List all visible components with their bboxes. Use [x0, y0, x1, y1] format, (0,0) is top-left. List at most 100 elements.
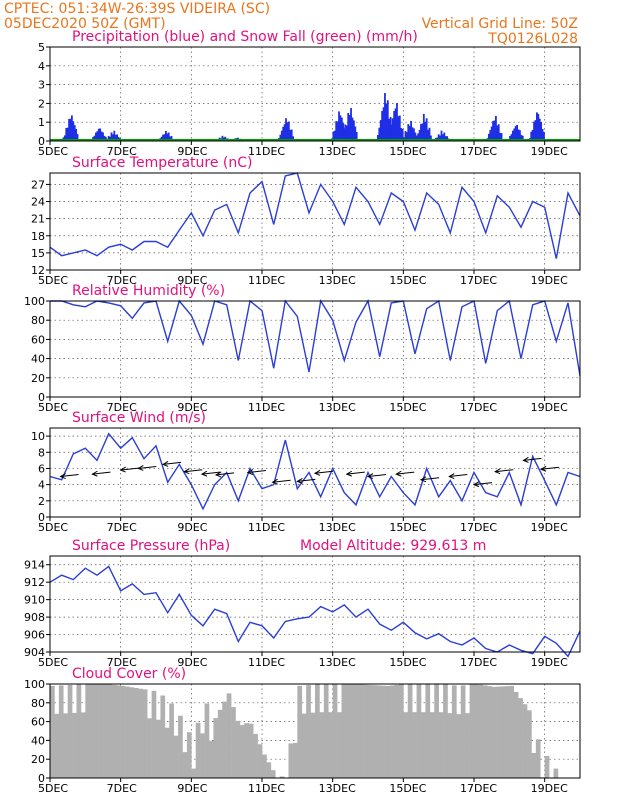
- precip-bar: [414, 132, 417, 141]
- cloud-bar: [443, 684, 448, 778]
- precip-bar: [384, 93, 386, 141]
- precip-bar: [224, 136, 227, 141]
- cloud-bar: [491, 686, 497, 778]
- y-tick-label: 80: [31, 314, 45, 327]
- cloud-bar: [465, 713, 470, 778]
- y-tick-label: 40: [31, 734, 45, 747]
- panel-5: Cloud Cover (%) 0 20 40 60 80 100 5DEC 7DEC 9DEC 1…: [24, 666, 581, 795]
- wind-arrow: [367, 474, 387, 478]
- precip-bar: [519, 130, 521, 141]
- panel-2: Relative Humidity (%) 0 20 40 60 80 100 5DEC 7DE…: [24, 283, 581, 414]
- cloud-bar: [306, 684, 311, 778]
- x-tick-label: 13DEC: [319, 656, 356, 669]
- x-tick-label: 17DEC: [460, 145, 497, 158]
- precip-bar: [96, 131, 99, 141]
- cloud-bar: [160, 695, 166, 778]
- precip-bar: [398, 115, 401, 141]
- precip-bar: [487, 133, 490, 141]
- precip-bar: [163, 134, 166, 141]
- x-tick-label: 7DEC: [107, 401, 137, 414]
- precip-bar: [427, 129, 429, 141]
- cloud-bar: [500, 686, 506, 778]
- precip-bar: [113, 130, 116, 141]
- cloud-bar: [315, 684, 320, 778]
- y-tick-label: 20: [31, 753, 45, 766]
- precip-bar: [535, 112, 538, 141]
- x-tick-label: 7DEC: [107, 656, 137, 669]
- precip-bar: [280, 130, 283, 141]
- cloud-bar: [288, 743, 294, 778]
- x-tick-label: 15DEC: [389, 656, 426, 669]
- cloud-bar: [323, 684, 329, 778]
- precip-bar: [408, 125, 411, 141]
- precip-bar: [333, 130, 336, 141]
- y-tick-label: 908: [24, 611, 45, 624]
- cloud-bar: [416, 684, 422, 778]
- panel-title: Relative Humidity (%): [72, 283, 225, 299]
- y-tick-label: 914: [24, 559, 45, 572]
- precip-bar: [381, 110, 384, 141]
- precip-bar: [425, 118, 428, 141]
- y-tick-label: 0: [38, 391, 45, 404]
- cloud-bar: [513, 691, 519, 778]
- cloud-bar: [345, 684, 351, 778]
- cloud-bar: [253, 733, 258, 778]
- precip-bar: [440, 130, 443, 141]
- wind-arrow-head: [313, 469, 321, 476]
- cloud-bar: [372, 685, 378, 778]
- panel-4: Surface Pressure (hPa) Model Altitude: 92…: [24, 538, 581, 669]
- precip-bar: [160, 136, 163, 141]
- precip-bar: [439, 135, 441, 141]
- wind-arrow: [163, 461, 182, 465]
- cloud-bar: [460, 685, 466, 778]
- cloud-bar: [257, 744, 263, 778]
- x-tick-label: 9DEC: [177, 782, 207, 795]
- model-code: TQ0126L028: [487, 31, 578, 47]
- y-tick-label: 1: [38, 116, 45, 129]
- cloud-bar: [204, 703, 210, 778]
- wind-arrow: [216, 472, 235, 476]
- cloud-bar: [509, 685, 515, 778]
- y-tick-label: 5: [38, 41, 45, 54]
- precip-bar: [342, 123, 345, 141]
- wind-arrow: [92, 471, 111, 475]
- x-tick-label: 17DEC: [460, 656, 497, 669]
- precip-bar: [530, 131, 533, 141]
- precip-bar: [396, 103, 398, 141]
- x-tick-label: 13DEC: [319, 274, 356, 287]
- cloud-bar: [354, 684, 360, 778]
- cloud-bar: [438, 712, 444, 778]
- cloud-bar: [231, 707, 236, 778]
- precip-bar: [344, 124, 347, 141]
- x-tick-label: 19DEC: [531, 274, 568, 287]
- panel-title: Surface Pressure (hPa): [72, 538, 230, 554]
- precip-bar: [100, 131, 103, 141]
- precip-bar: [103, 135, 106, 141]
- x-tick-label: 17DEC: [460, 521, 497, 534]
- cloud-bar: [186, 732, 192, 778]
- x-tick-label: 13DEC: [319, 782, 356, 795]
- precip-bar: [437, 134, 440, 141]
- grid-note: Vertical Grid Line: 50Z: [422, 16, 578, 32]
- cloud-bar: [182, 752, 188, 778]
- precip-bar: [167, 132, 170, 141]
- cloud-bar: [151, 690, 157, 778]
- cloud-bar: [178, 715, 183, 778]
- x-tick-label: 5DEC: [38, 521, 68, 534]
- wind-arrow: [346, 471, 365, 475]
- wind-arrow-head: [419, 476, 427, 483]
- x-tick-label: 15DEC: [389, 782, 426, 795]
- precip-bar: [541, 128, 544, 141]
- precip-bar: [513, 128, 516, 141]
- panel-title: Surface Wind (m/s): [72, 410, 206, 426]
- precip-bar: [341, 136, 344, 141]
- y-tick-label: 910: [24, 594, 45, 607]
- wind-arrow-head: [472, 481, 480, 488]
- precip-bar: [378, 127, 381, 141]
- precip-bar: [489, 130, 492, 141]
- cloud-bar: [407, 684, 413, 778]
- x-tick-label: 13DEC: [319, 145, 356, 158]
- precip-bar: [75, 128, 78, 141]
- precip-bar: [340, 117, 343, 141]
